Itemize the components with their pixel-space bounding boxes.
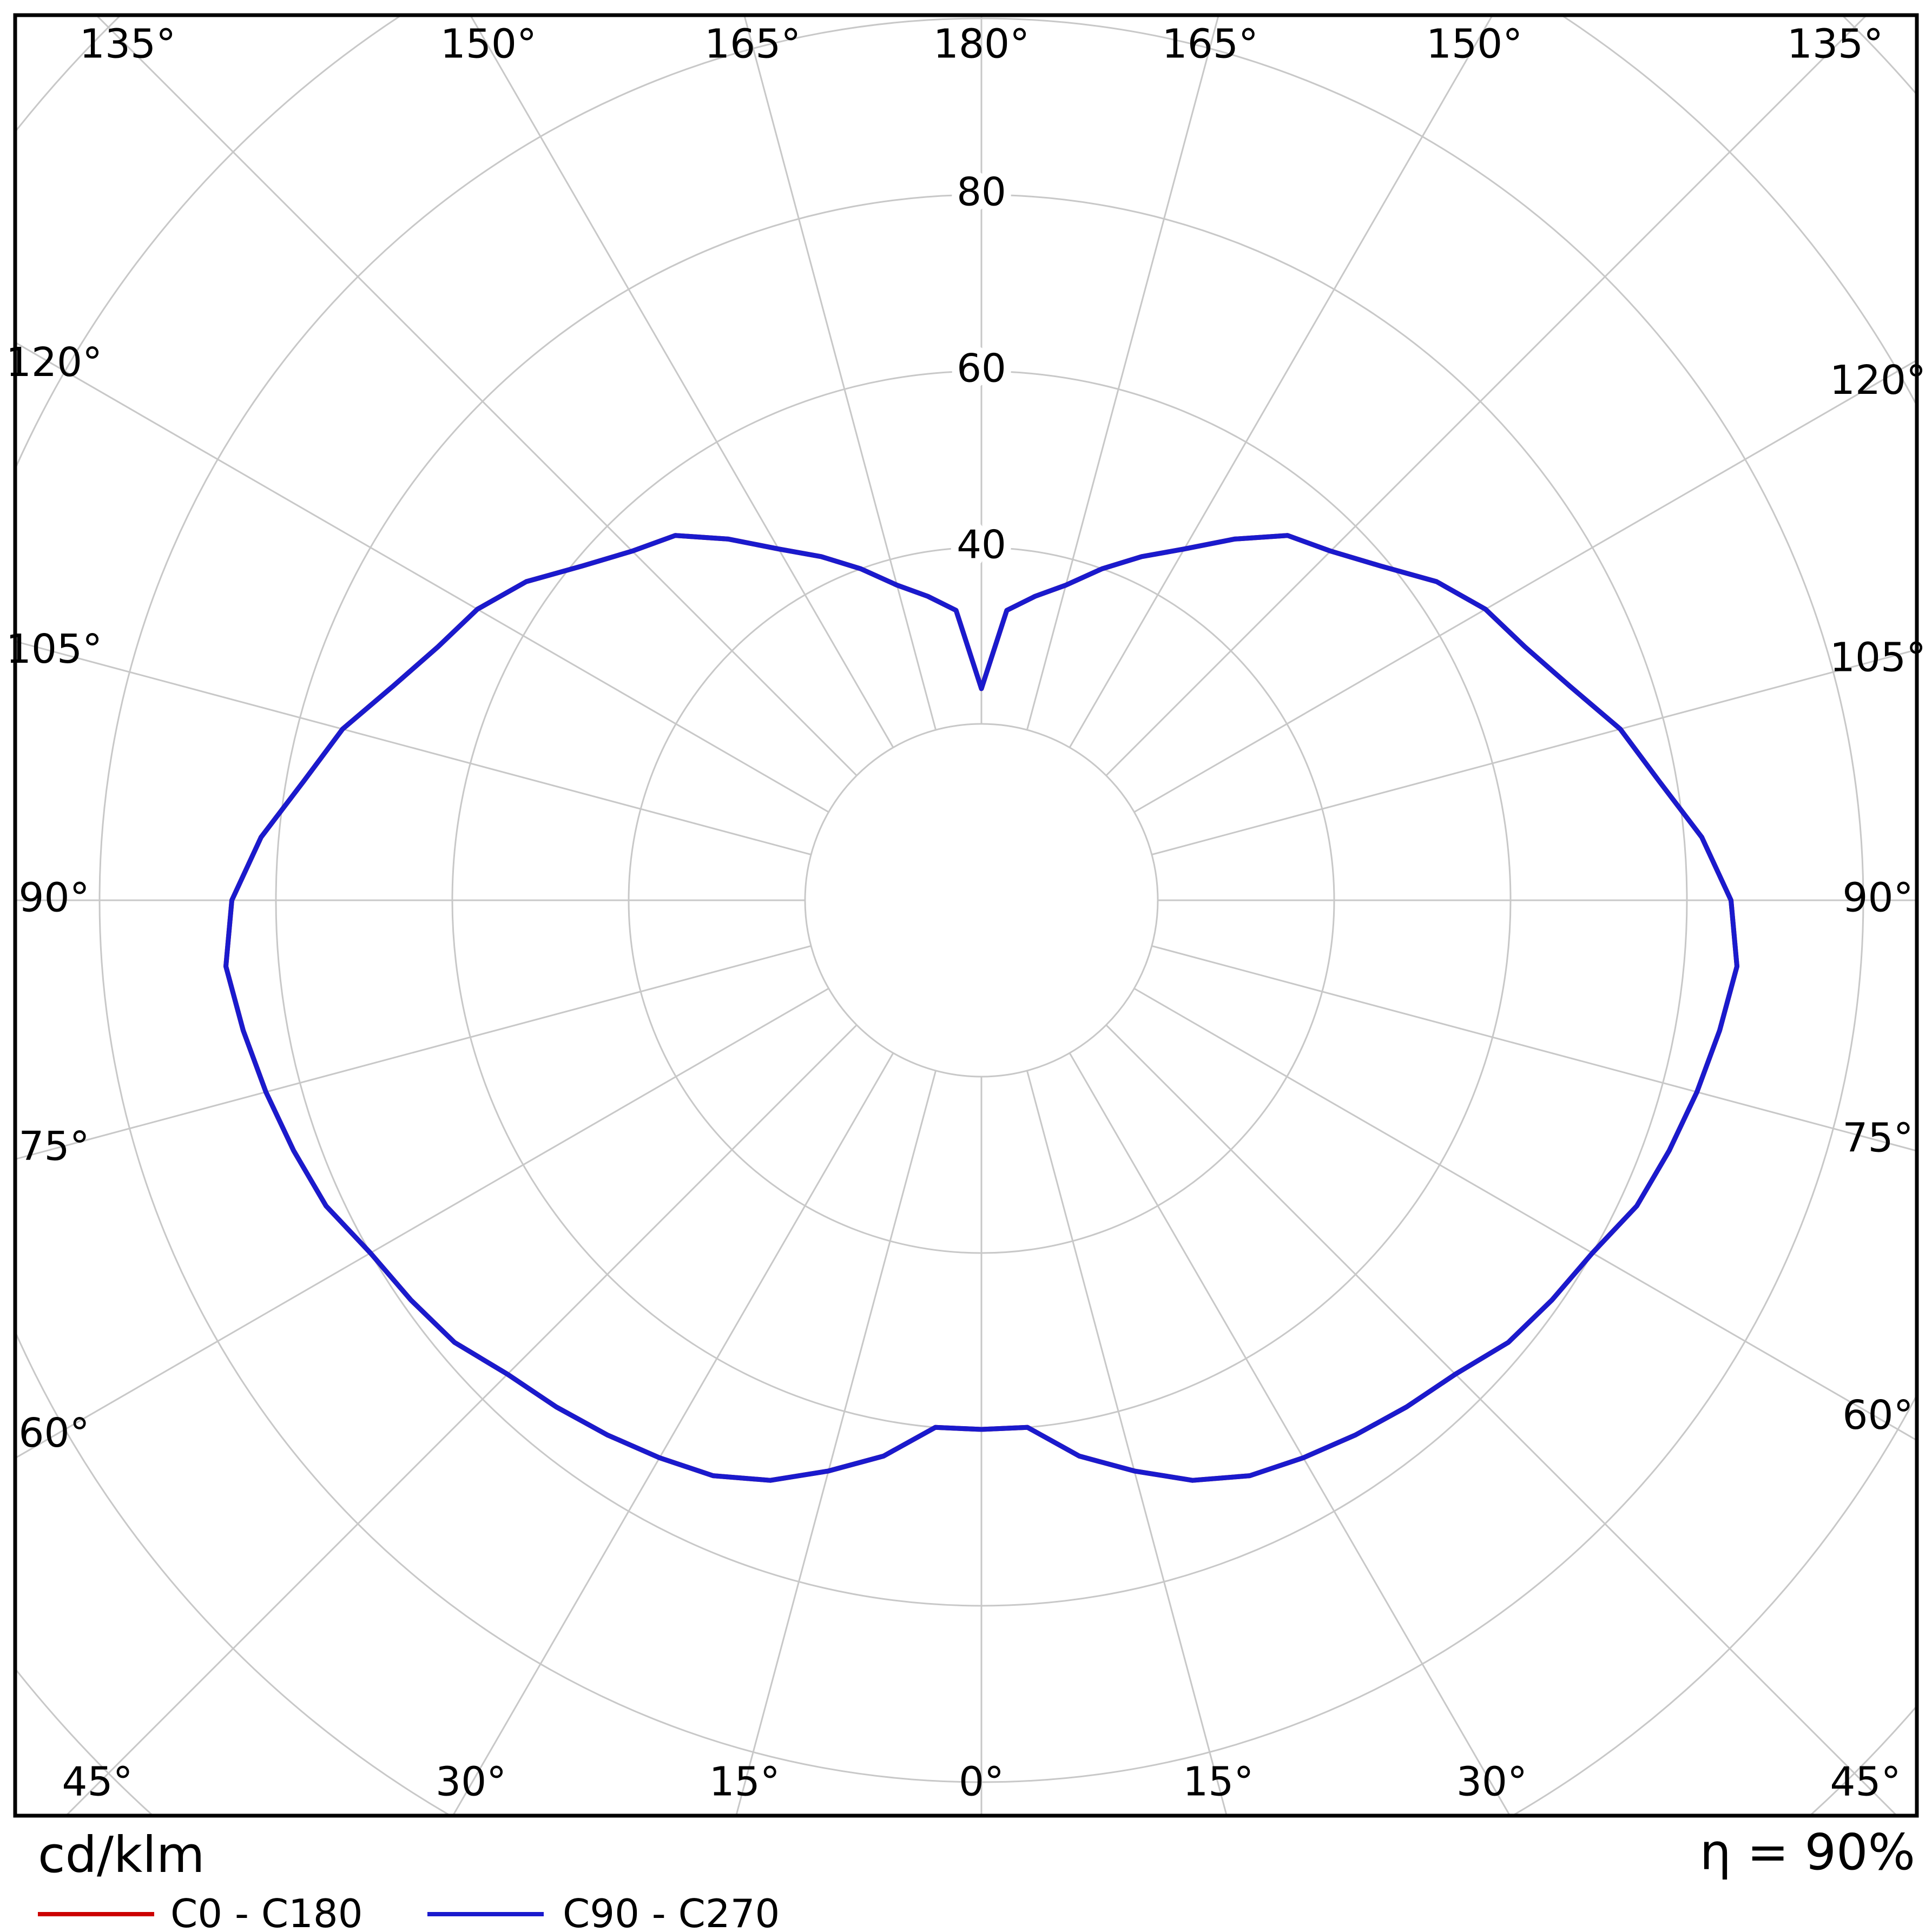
angle-label: 90° xyxy=(18,875,89,921)
angle-label: 15° xyxy=(1183,1759,1254,1805)
angle-label: 75° xyxy=(18,1123,89,1170)
legend-label-c90-c270: C90 - C270 xyxy=(563,1891,780,1932)
legend: C0 - C180 C90 - C270 xyxy=(38,1891,780,1932)
angle-label: 105° xyxy=(6,626,102,672)
angle-label: 45° xyxy=(62,1759,133,1805)
angle-label: 120° xyxy=(6,339,102,386)
angle-label: 0° xyxy=(959,1759,1004,1805)
ring-tick-label: 60 xyxy=(957,346,1006,391)
units-label: cd/klm xyxy=(38,1826,205,1884)
angle-label: 150° xyxy=(1426,21,1522,68)
grid-spoke xyxy=(66,1024,858,1814)
grid-spoke xyxy=(96,17,858,776)
angle-label: 180° xyxy=(933,21,1030,68)
grid-spoke xyxy=(17,987,829,1459)
angle-label: 90° xyxy=(1842,875,1913,921)
curve-c90-c270 xyxy=(223,533,1739,1483)
ring-tick-label: 40 xyxy=(957,522,1006,568)
grid-spoke xyxy=(1133,987,1915,1441)
grid-spoke xyxy=(1105,17,1867,776)
angle-label: 135° xyxy=(1787,21,1883,68)
angle-label: 30° xyxy=(1456,1759,1527,1805)
grid-spoke xyxy=(17,342,829,813)
curves-layer xyxy=(223,533,1739,1483)
grid-spoke xyxy=(1151,945,1915,1152)
grid-spoke xyxy=(1133,360,1915,813)
plot-frame xyxy=(13,13,1919,1818)
angle-label: 60° xyxy=(18,1410,89,1456)
angle-label: 15° xyxy=(709,1759,780,1805)
angle-label: 150° xyxy=(440,21,537,68)
angle-label: 30° xyxy=(436,1759,506,1805)
grid-spoke xyxy=(1026,1070,1228,1814)
angle-label: 105° xyxy=(1830,635,1926,681)
grid-spoke xyxy=(17,945,812,1160)
angle-label: 135° xyxy=(80,21,176,68)
grid-spoke xyxy=(1105,1024,1897,1814)
angle-label: 165° xyxy=(704,21,801,68)
grid-spoke xyxy=(1069,17,1493,748)
angle-label: 45° xyxy=(1830,1759,1901,1805)
grid-spoke xyxy=(453,1052,894,1814)
efficiency-label: η = 90% xyxy=(1700,1823,1915,1881)
angle-label: 165° xyxy=(1162,21,1258,68)
grid-spoke xyxy=(735,1070,937,1814)
angle-label: 60° xyxy=(1842,1392,1913,1439)
grid-spoke xyxy=(743,17,937,730)
grid-spoke xyxy=(17,641,812,856)
grid-spoke xyxy=(1026,17,1219,730)
angle-label: 120° xyxy=(1830,357,1926,404)
angle-label: 75° xyxy=(1842,1115,1913,1162)
ring-tick-label: 80 xyxy=(957,169,1006,215)
angle-labels: 135° 150° 165° 180° 165° 150° 135° 120° 120° 105°… xyxy=(6,21,1926,1805)
legend-label-c0-c180: C0 - C180 xyxy=(170,1891,363,1932)
grid-spoke xyxy=(1151,649,1915,856)
radial-tick-labels: 40 60 80 xyxy=(949,162,1014,575)
grid-spoke xyxy=(1069,1052,1510,1814)
grid-spoke xyxy=(470,17,894,748)
